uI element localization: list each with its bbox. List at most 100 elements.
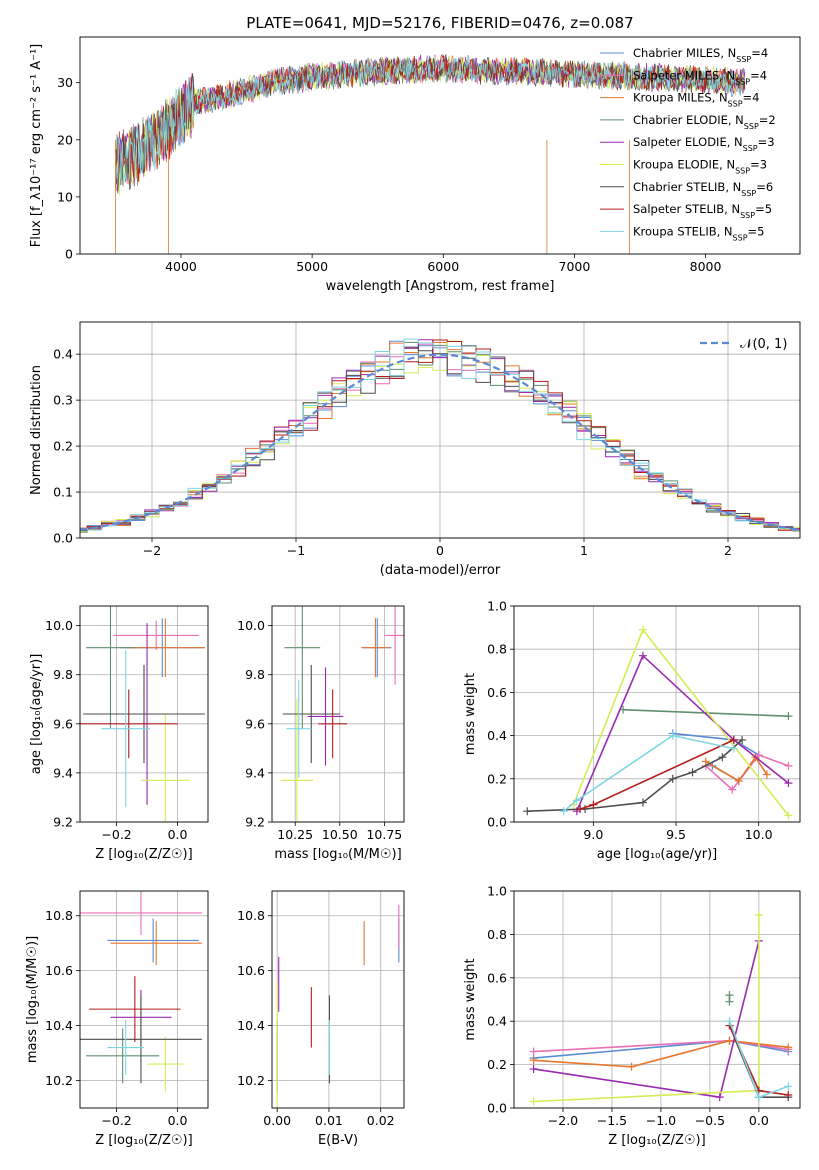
x-tick-label: 10.75 <box>366 827 402 842</box>
legend-nssp: =5 <box>748 224 765 238</box>
weight-line-salpeter-elodie <box>533 940 760 1099</box>
x-tick-label: −2.0 <box>548 1113 578 1128</box>
weight-marker <box>529 1097 538 1106</box>
legend-nssp: =2 <box>759 113 776 127</box>
weight-marker <box>725 1036 734 1045</box>
legend-nssp: =4 <box>751 46 768 60</box>
weight-marker <box>718 753 727 762</box>
y-tick-label: 10.0 <box>45 618 73 633</box>
y-tick-label: 10.4 <box>237 1018 265 1033</box>
y-tick-label: 9.4 <box>245 765 265 780</box>
x-tick-label: 0.0 <box>168 827 188 842</box>
x-axis-label: wavelength [Angstrom, rest frame] <box>326 279 555 294</box>
y-tick-label: 0.4 <box>487 1014 507 1029</box>
histograms <box>80 338 800 533</box>
x-axis-label: Z [log₁₀(Z/Z☉)] <box>95 1133 192 1148</box>
age-vs-Z-points <box>80 606 205 822</box>
spectrum-frame <box>79 36 801 255</box>
x-tick-label: 0.0 <box>749 1113 769 1128</box>
mass-vs-Z-frame <box>79 890 209 1109</box>
x-tick-label: 10.25 <box>277 827 313 842</box>
legend-entry: Salpeter ELODIE, NSSP=3 <box>633 135 775 153</box>
legend-entry: Kroupa ELODIE, NSSP=3 <box>633 158 767 176</box>
weight-line-kroupa-stelib <box>563 734 735 812</box>
weight-marker <box>688 768 697 777</box>
legend-nssp: =4 <box>750 68 767 82</box>
residuals-frame <box>79 321 801 539</box>
legend-entry: Chabrier ELODIE, NSSP=2 <box>633 113 776 130</box>
age-vs-Z-axes <box>76 606 208 826</box>
y-tick-label: 0 <box>65 247 73 262</box>
legend-nssp: =5 <box>755 202 772 216</box>
legend-subscript: SSP <box>735 77 750 86</box>
weight-marker <box>668 774 677 783</box>
mass-vs-Z-points <box>80 891 202 1092</box>
histogram-kroupa-elodie <box>80 340 800 532</box>
y-tick-label: 20 <box>57 132 73 147</box>
x-tick-label: 2 <box>724 543 732 558</box>
weight-line-salpeter-elodie <box>576 654 789 812</box>
y-tick-label: 0.4 <box>53 347 73 362</box>
x-tick-label: 4000 <box>165 259 197 274</box>
legend-normal-label: 𝒩(0, 1) <box>740 337 787 352</box>
y-tick-label: 0.0 <box>487 815 507 830</box>
y-tick-label: 1.0 <box>487 884 507 899</box>
weight-marker <box>754 1093 763 1102</box>
weight-marker <box>784 1090 793 1099</box>
age-vs-Z-frame <box>79 605 209 823</box>
x-axis-label: mass [log₁₀(M/M☉)] <box>274 847 401 862</box>
x-tick-label: 0.0 <box>168 1113 188 1128</box>
spectrum-axes <box>76 82 706 258</box>
y-axis-label: mass weight <box>463 673 478 755</box>
weight-marker <box>784 1082 793 1091</box>
weight-marker <box>576 805 585 814</box>
weight-marker <box>529 1064 538 1073</box>
weight-marker <box>627 1062 636 1071</box>
legend-subscript: SSP <box>743 144 758 153</box>
y-tick-label: 0.2 <box>487 771 507 786</box>
y-tick-label: 0.8 <box>487 642 507 657</box>
age-vs-mass-frame <box>271 605 405 823</box>
weight-vs-Z-lines <box>529 910 793 1106</box>
y-axis-label: mass [log₁₀(M/M☉)] <box>25 936 40 1063</box>
y-tick-label: 9.2 <box>245 815 265 830</box>
x-tick-label: 5000 <box>296 259 328 274</box>
x-tick-label: 0 <box>436 543 444 558</box>
x-axis-label: E(B-V) <box>318 1133 358 1148</box>
weight-marker <box>784 779 793 788</box>
y-tick-label: 10.8 <box>237 908 265 923</box>
mass-vs-ebv-points <box>276 904 400 1108</box>
y-axis-label: Normed distribution <box>29 365 44 495</box>
weight-vs-Z-frame <box>513 890 801 1109</box>
weight-marker <box>784 712 793 721</box>
legend-nssp: =3 <box>750 158 767 172</box>
legend-subscript: SSP <box>741 188 756 197</box>
x-tick-label: −1.5 <box>597 1113 627 1128</box>
x-tick-label: 10.50 <box>322 827 358 842</box>
weight-marker <box>701 757 710 766</box>
x-tick-label: −0.2 <box>101 827 131 842</box>
x-axis-label: age [log₁₀(age/yr)] <box>597 847 718 862</box>
y-tick-label: 10.4 <box>45 1018 73 1033</box>
x-tick-label: 9.0 <box>583 827 603 842</box>
legend-entry: Salpeter MILES, NSSP=4 <box>633 68 767 86</box>
weight-marker <box>715 1093 724 1102</box>
y-tick-label: 10.6 <box>237 963 265 978</box>
y-tick-label: 0.1 <box>53 485 73 500</box>
legend-nssp: =3 <box>758 135 775 149</box>
y-tick-label: 0.6 <box>487 685 507 700</box>
legend-entry: Kroupa STELIB, NSSP=5 <box>633 224 764 242</box>
x-tick-label: 1 <box>580 543 588 558</box>
y-tick-label: 9.6 <box>245 716 265 731</box>
x-tick-label: 0.00 <box>263 1113 291 1128</box>
x-tick-label: −1.0 <box>646 1113 676 1128</box>
x-tick-label: 0.01 <box>315 1113 343 1128</box>
weight-marker <box>762 770 771 779</box>
legend-nssp: =6 <box>756 180 773 194</box>
legend-entry: Salpeter STELIB, NSSP=5 <box>633 202 772 220</box>
x-tick-label: 10.0 <box>745 827 773 842</box>
y-tick-label: 0.2 <box>53 439 73 454</box>
weight-marker <box>725 997 734 1006</box>
legend-subscript: SSP <box>740 211 755 220</box>
histogram-kroupa-stelib <box>80 338 800 531</box>
